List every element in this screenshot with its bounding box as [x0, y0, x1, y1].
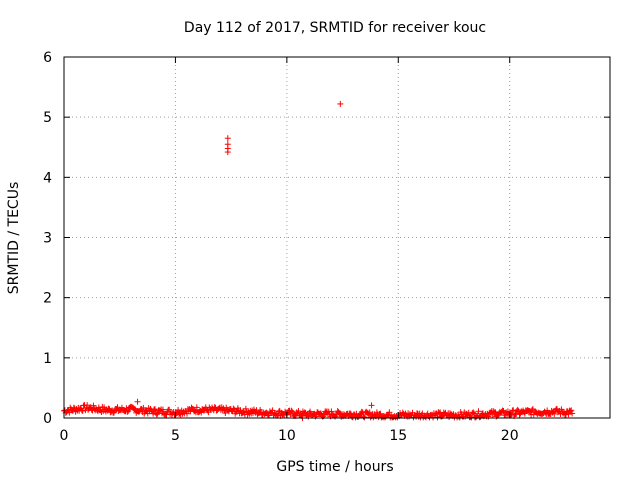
data-point [269, 407, 276, 414]
x-tick-label: 5 [171, 428, 180, 444]
x-tick-label: 10 [278, 428, 296, 444]
data-point [224, 149, 231, 156]
x-tick-label: 15 [389, 428, 407, 444]
y-tick-label: 0 [43, 411, 52, 427]
data-point [90, 402, 97, 409]
data-point [224, 135, 231, 142]
data-point [151, 406, 158, 413]
data-point [79, 407, 86, 414]
data-point [368, 402, 375, 409]
data-point [528, 411, 535, 418]
data-point [84, 402, 91, 409]
grid-layer [64, 57, 610, 418]
data-point [386, 409, 393, 416]
data-point [569, 410, 576, 417]
data-point [305, 413, 312, 420]
data-point [551, 410, 558, 417]
data-point [151, 406, 158, 413]
y-tick-label: 1 [43, 351, 52, 367]
data-point [242, 405, 249, 412]
data-point [282, 408, 289, 415]
x-tick-label: 20 [501, 428, 519, 444]
x-tick-label: 0 [60, 428, 69, 444]
data-point [399, 409, 406, 416]
data-point [275, 408, 282, 415]
data-point [163, 411, 170, 418]
y-tick-label: 3 [43, 231, 52, 247]
data-point [529, 406, 536, 413]
data-point [456, 414, 463, 421]
data-point [105, 405, 112, 412]
data-point [470, 409, 477, 416]
y-tick-label: 6 [43, 50, 52, 66]
data-point [485, 413, 492, 420]
data-point [125, 408, 132, 415]
y-axis-label: SRMTID / TECUs [6, 182, 22, 295]
y-tick-label: 4 [43, 170, 52, 186]
data-point [193, 404, 200, 411]
data-point [475, 408, 482, 415]
data-point [356, 411, 363, 418]
data-point [361, 414, 368, 421]
y-tick-label: 5 [43, 110, 52, 126]
chart-title: Day 112 of 2017, SRMTID for receiver kou… [184, 20, 486, 36]
data-point [288, 407, 295, 414]
data-point [347, 410, 354, 417]
data-point [436, 410, 443, 417]
data-point [568, 407, 575, 414]
data-point [211, 404, 218, 411]
data-point [153, 411, 160, 418]
data-point [477, 414, 484, 421]
data-point [159, 406, 166, 413]
data-point [337, 100, 344, 107]
data-point [274, 412, 281, 419]
y-tick-label: 2 [43, 291, 52, 307]
points-layer [61, 100, 576, 421]
data-point [295, 408, 302, 415]
tick-labels-layer: 0 1 2 3 4 5 6 0 5 10 15 20 [43, 50, 519, 444]
data-point [565, 411, 572, 418]
data-point [134, 398, 141, 405]
data-point [526, 408, 533, 415]
data-point [360, 413, 367, 420]
data-point [88, 406, 95, 413]
data-point [471, 410, 478, 417]
data-point [114, 404, 121, 411]
data-point [124, 408, 131, 415]
data-point [328, 408, 335, 415]
data-point [317, 410, 324, 417]
data-point [514, 406, 521, 413]
data-point [301, 409, 308, 416]
axes-layer [63, 56, 611, 419]
data-point [434, 414, 441, 421]
x-axis-label: GPS time / hours [276, 459, 393, 475]
data-point [175, 406, 182, 413]
